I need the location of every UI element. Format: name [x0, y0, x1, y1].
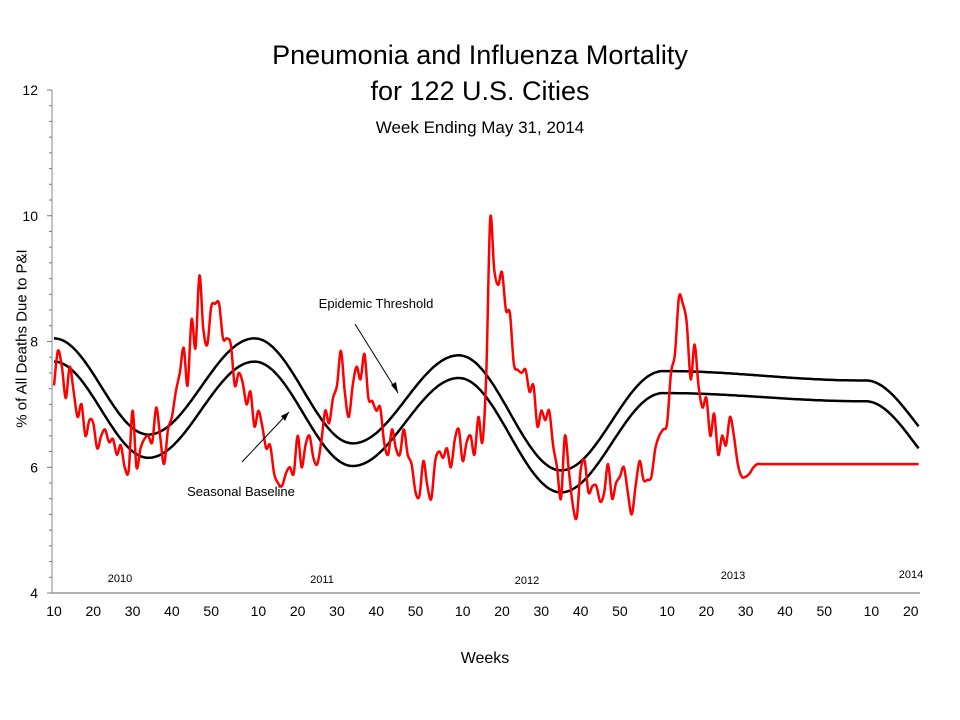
x-tick-label: 20	[699, 603, 715, 619]
epidemic-threshold-label: Epidemic Threshold	[319, 296, 434, 311]
chart-subtitle: for 122 U.S. Cities	[370, 76, 590, 106]
arrowhead-icon	[281, 412, 289, 421]
year-label: 2011	[310, 574, 334, 586]
seasonal-baseline-arrow	[241, 411, 290, 463]
x-tick-label: 40	[777, 603, 793, 619]
epidemic-threshold-arrow	[354, 323, 399, 394]
x-tick-label: 20	[86, 603, 102, 619]
x-tick-label: 20	[494, 603, 510, 619]
x-tick-label: 40	[164, 603, 180, 619]
x-tick-label: 10	[455, 603, 471, 619]
y-tick-label: 8	[30, 334, 38, 350]
arrowhead-icon	[391, 382, 398, 393]
year-label: 2014	[899, 569, 923, 581]
y-tick-label: 10	[22, 208, 38, 224]
y-tick-label: 6	[30, 459, 38, 475]
year-label: 2010	[108, 573, 132, 585]
year-label: 2012	[515, 575, 539, 587]
observed-pi-line	[52, 214, 919, 521]
x-tick-label: 30	[738, 603, 754, 619]
x-tick-label: 50	[816, 603, 832, 619]
x-tick-label: 10	[46, 603, 62, 619]
x-tick-label: 10	[251, 603, 267, 619]
x-tick-label: 30	[329, 603, 345, 619]
x-tick-label: 50	[612, 603, 628, 619]
axes	[47, 89, 920, 594]
y-tick-label: 12	[22, 82, 38, 98]
x-tick-label: 50	[408, 603, 424, 619]
x-tick-label: 10	[864, 603, 880, 619]
x-tick-label: 30	[534, 603, 550, 619]
x-tick-label: 20	[903, 603, 919, 619]
chart-title: Pneumonia and Influenza Mortality	[272, 40, 688, 70]
seasonal-baseline-label: Seasonal Baseline	[187, 484, 295, 499]
x-tick-label: 30	[125, 603, 141, 619]
x-tick-label: 40	[368, 603, 384, 619]
series-lines	[52, 214, 920, 521]
tick-labels: 4 6 8 10 12 10 20 30 40 50 10 20 30 40 50 10 20 30 40 50 10 2…	[22, 82, 923, 619]
x-tick-label: 40	[573, 603, 589, 619]
annotations: Epidemic Threshold Seasonal Baseline	[187, 296, 433, 499]
x-tick-label: 20	[290, 603, 306, 619]
x-axis-label: Weeks	[460, 650, 510, 667]
x-tick-label: 10	[659, 603, 675, 619]
chart-subtitle-date: Week Ending May 31, 2014	[375, 118, 585, 137]
x-tick-label: 50	[203, 603, 219, 619]
year-label: 2013	[721, 570, 745, 582]
y-tick-label: 4	[30, 585, 38, 601]
